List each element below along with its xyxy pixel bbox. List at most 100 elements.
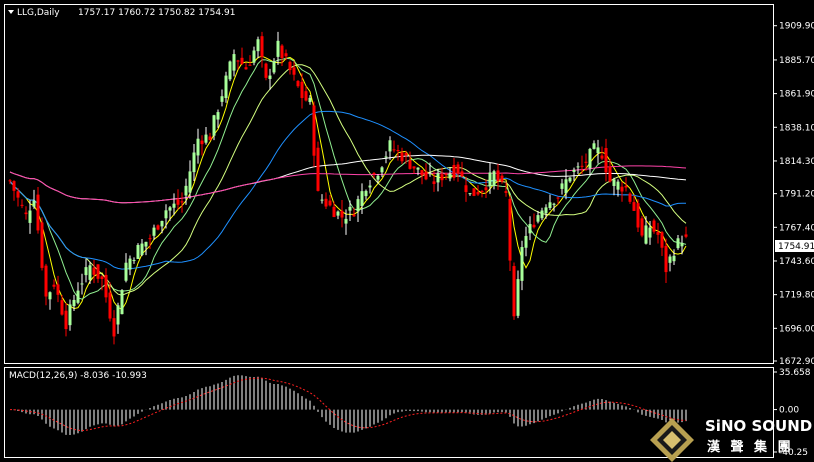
candle-body [208, 136, 212, 141]
candle-body [44, 265, 48, 297]
candle-body [160, 220, 164, 227]
candle-body [236, 60, 240, 62]
candle-body [68, 304, 72, 326]
candle-body [48, 292, 52, 300]
candle-body [104, 274, 108, 298]
candle-body [112, 318, 116, 337]
candle-body [684, 234, 688, 237]
candle-body [596, 147, 600, 154]
candle-body [32, 200, 36, 207]
candle-body [612, 179, 616, 186]
candle-body [204, 134, 208, 143]
symbol-label: LLG,Daily [17, 8, 60, 18]
candle-body [220, 96, 224, 102]
candle-body [552, 203, 556, 205]
candle-body [364, 190, 368, 197]
candle-body [324, 198, 328, 207]
candle-body [64, 310, 68, 330]
candle-body [196, 138, 200, 156]
candle-body [584, 161, 588, 163]
candle-body [548, 202, 552, 208]
candle-body [444, 173, 448, 175]
candle-body [476, 192, 480, 195]
candle-body [456, 164, 460, 174]
macd-signal-line [9, 377, 687, 432]
candle-body [212, 115, 216, 136]
chart-menu-triangle-icon[interactable] [8, 10, 14, 14]
price-tick-label: 1909.90 [779, 22, 814, 32]
candle-body [440, 174, 444, 181]
candle-body [372, 173, 376, 175]
macd-label: MACD(12,26,9) -8.036 -10.993 [9, 371, 147, 381]
candle-body [436, 173, 440, 183]
candle-body [152, 227, 156, 236]
candle-body [144, 241, 148, 247]
candle-body [260, 36, 264, 57]
candle-body [192, 152, 196, 173]
candle-body [624, 185, 628, 188]
candle-body [412, 166, 416, 169]
candle-body [96, 264, 100, 279]
candle-body [420, 170, 424, 176]
current-price-label: 1754.91 [778, 242, 814, 252]
candle-body [392, 149, 396, 151]
candle-body [216, 112, 220, 120]
macd-tick-label: -40.25 [779, 448, 808, 458]
candle-body [244, 67, 248, 70]
candle-body [396, 150, 400, 152]
current-price-marker: 1754.91 [775, 240, 814, 252]
candle-body [60, 300, 64, 315]
price-tick-label: 1743.60 [779, 257, 814, 267]
macd-tick-label: 0.00 [779, 406, 799, 416]
moving-average-line [9, 110, 686, 270]
candle-body [660, 232, 664, 248]
price-axis: 1909.90 1885.70 1861.90 1838.10 1814.30 1791.… [773, 22, 814, 367]
candle-body [256, 39, 260, 52]
candle-body [528, 224, 532, 234]
candle-body [600, 155, 604, 159]
candle-body [484, 187, 488, 191]
macd-axis: 35.658 0.00 -40.25 [773, 368, 811, 458]
candle-body [184, 185, 188, 196]
price-tick-label: 1696.00 [779, 324, 814, 334]
candle-body [672, 255, 676, 262]
candle-body [140, 243, 144, 255]
candle-body [312, 105, 316, 156]
candle-body [132, 259, 136, 261]
candle-body [168, 207, 172, 211]
candle-body [448, 173, 452, 179]
macd-panel-frame[interactable] [4, 367, 774, 458]
candle-body [336, 211, 340, 216]
candle-body [384, 156, 388, 158]
candle-body [512, 266, 516, 317]
candle-body [240, 57, 244, 64]
candle-body [676, 238, 680, 249]
candle-body [116, 305, 120, 325]
price-tick-label: 1767.40 [779, 223, 814, 233]
candle-body [540, 210, 544, 219]
price-panel-frame[interactable] [4, 4, 774, 364]
candle-body [680, 242, 684, 247]
candle-body [8, 180, 12, 182]
candle-body [504, 191, 508, 193]
candle-body [36, 194, 40, 231]
candle-body [520, 247, 524, 281]
candle-body [12, 181, 16, 191]
candle-body [636, 203, 640, 228]
candle-body [536, 215, 540, 222]
candle-body [252, 50, 256, 63]
candle-body [588, 148, 592, 169]
candle-body [460, 171, 464, 177]
candle-body [264, 63, 268, 78]
candle-body [248, 64, 252, 66]
current-price-box [775, 240, 814, 252]
candle-body [280, 45, 284, 58]
candle-body [508, 198, 512, 261]
candle-body [200, 140, 204, 145]
candle-body [328, 200, 332, 206]
candle-body [568, 177, 572, 182]
candle-body [532, 224, 536, 228]
candle-body [524, 235, 528, 248]
candle-body [20, 204, 24, 206]
